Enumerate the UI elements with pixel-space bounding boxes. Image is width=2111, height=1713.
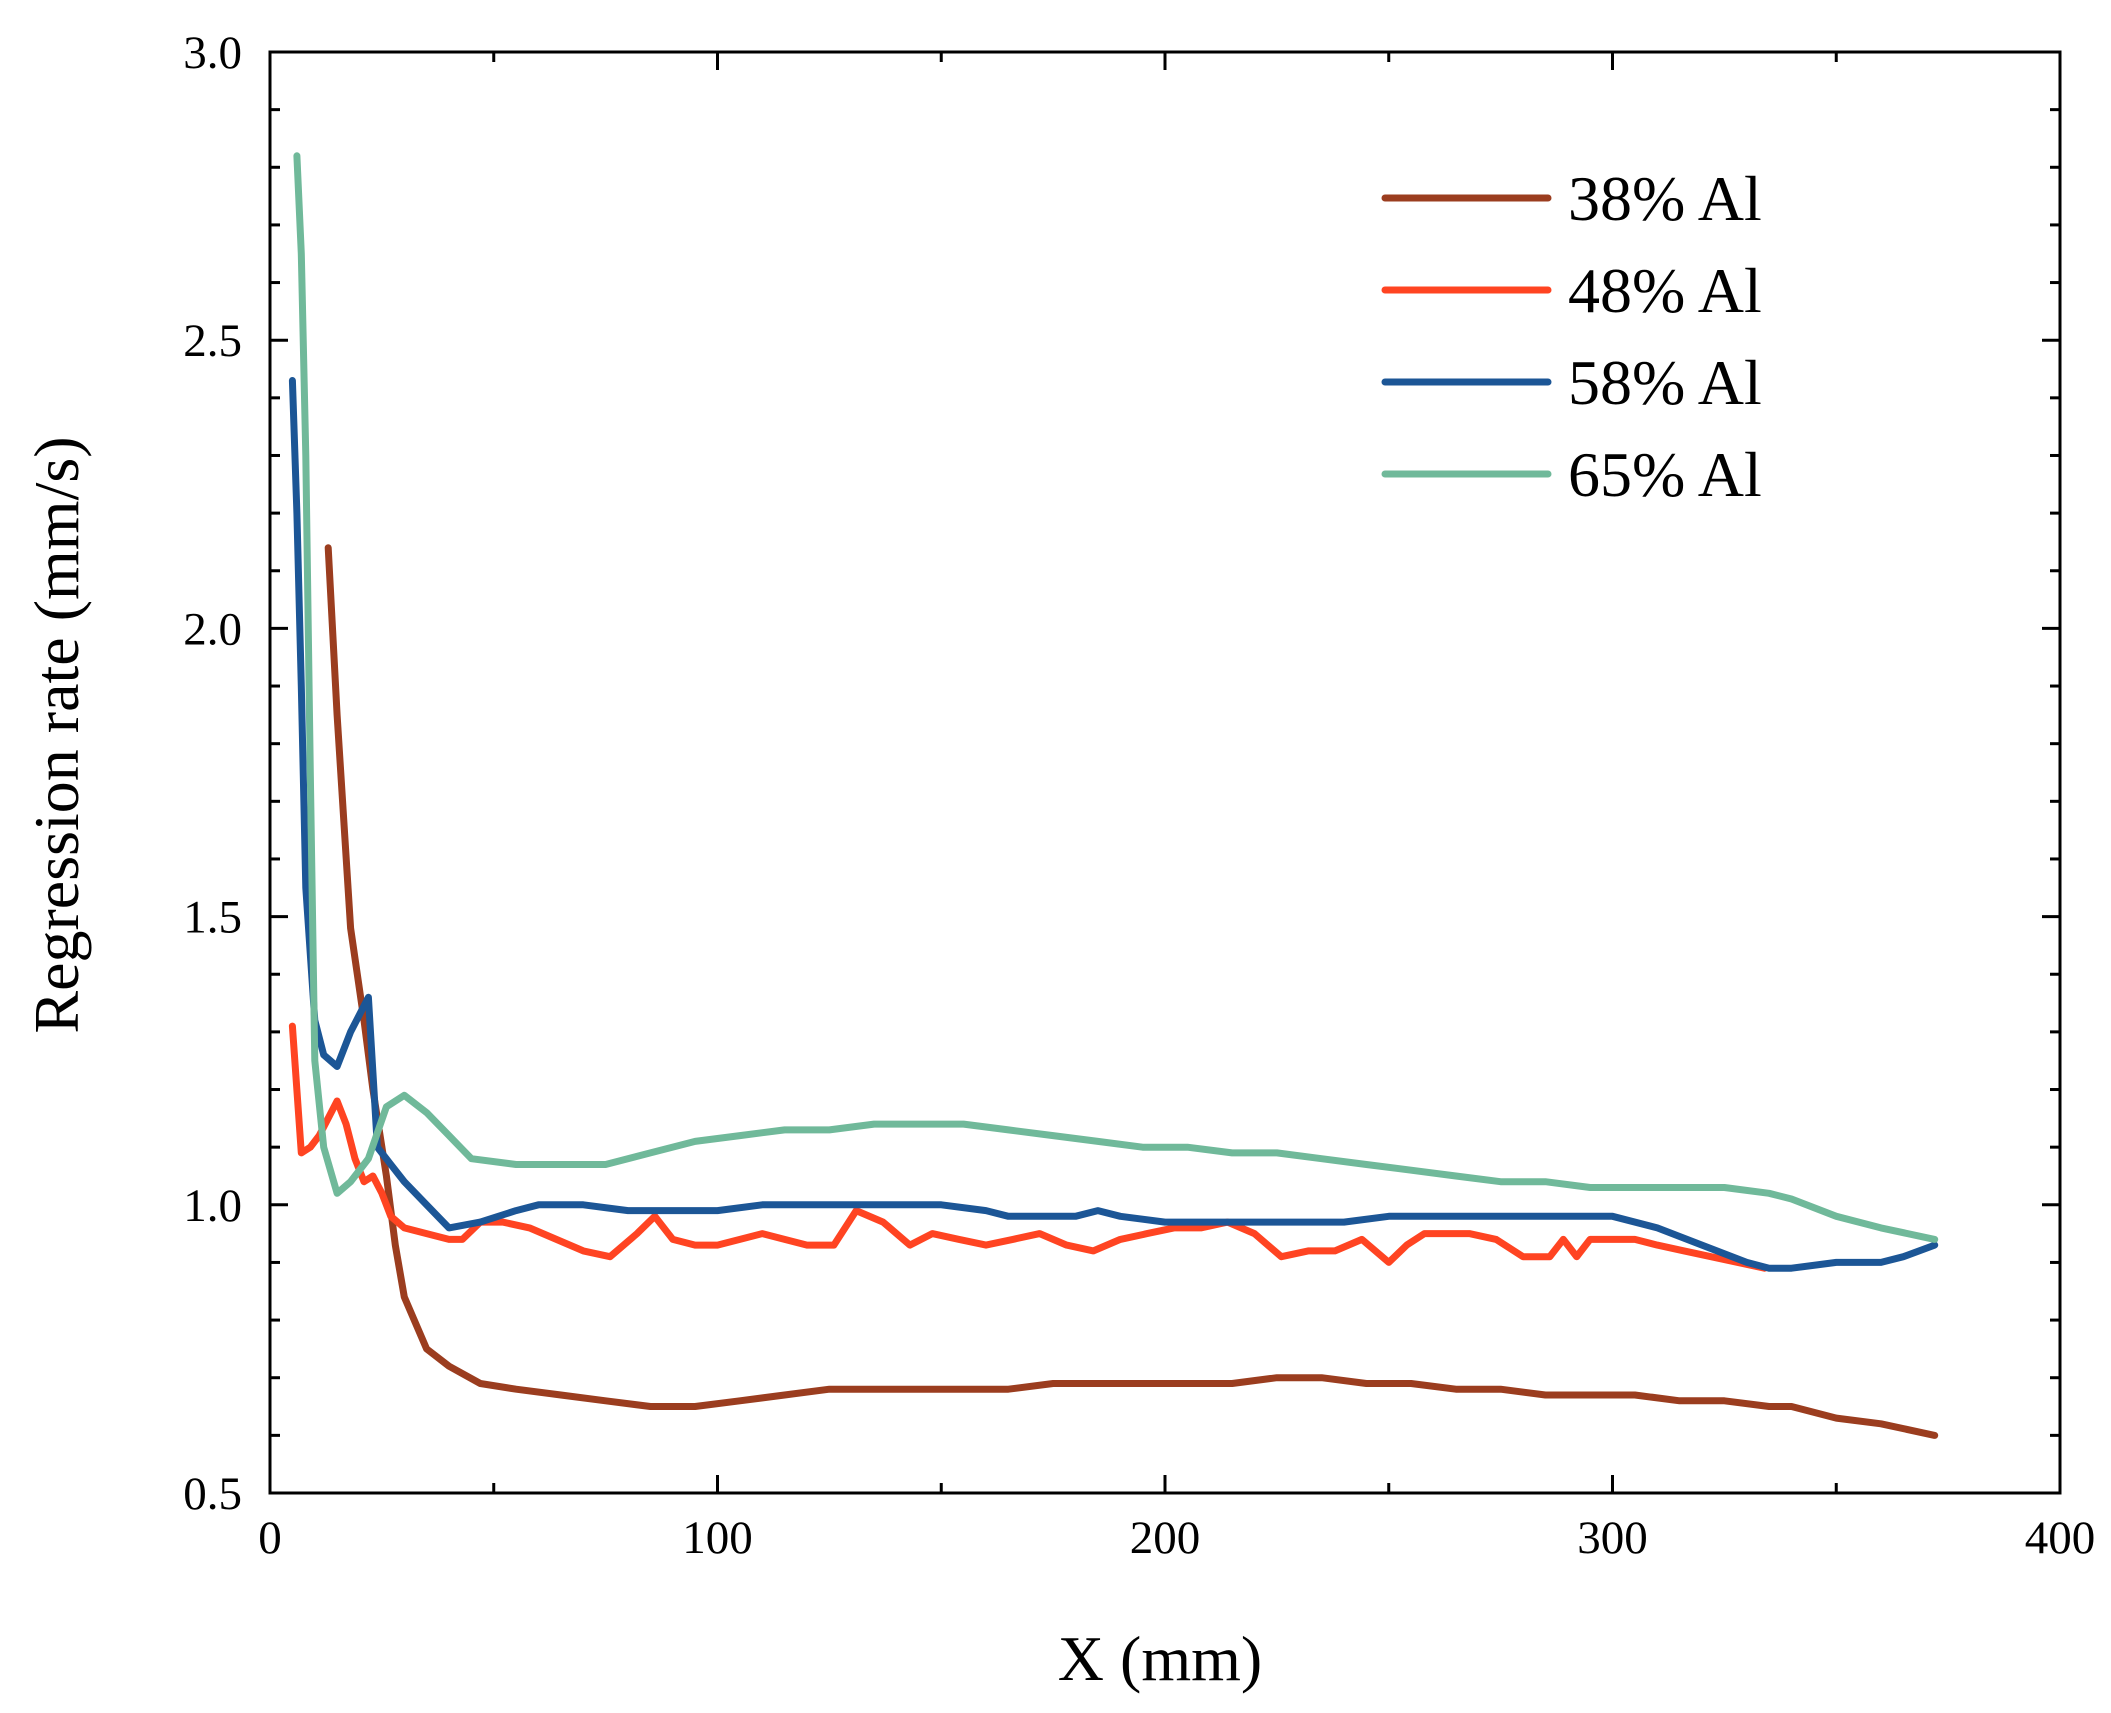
series-line-2	[288, 1022, 1769, 1272]
series-line-4	[293, 152, 1939, 1243]
x-tick-label: 400	[2025, 1512, 2096, 1564]
legend: 38% Al 48% Al 58% Al 65% Al	[1381, 163, 1762, 510]
legend-label-1: 38% Al	[1568, 163, 1762, 234]
x-tick-label: 200	[1130, 1512, 1201, 1564]
series-line-3	[288, 377, 1939, 1272]
y-tick-label: 3.0	[183, 27, 242, 79]
series-layer	[288, 152, 1939, 1439]
y-tick-label: 1.0	[183, 1180, 242, 1232]
y-tick-label: 1.5	[183, 892, 242, 944]
x-tick-label: 300	[1577, 1512, 1648, 1564]
series-line-1	[324, 544, 1939, 1439]
y-axis-title: Regression rate (mm/s)	[21, 436, 92, 1033]
x-axis-title: X (mm)	[1058, 1623, 1262, 1694]
x-tick-label: 100	[682, 1512, 753, 1564]
legend-label-3: 58% Al	[1568, 347, 1762, 418]
y-tick-label: 0.5	[183, 1468, 242, 1520]
y-tick-label: 2.5	[183, 315, 242, 367]
x-tick-label: 0	[258, 1512, 282, 1564]
axes-layer: 0 100 200 300 400 0.5 1.0 1.5 2.0 2.5 3.0	[183, 27, 2095, 1564]
y-tick-label: 2.0	[183, 603, 242, 655]
legend-label-4: 65% Al	[1568, 439, 1762, 510]
legend-label-2: 48% Al	[1568, 255, 1762, 326]
